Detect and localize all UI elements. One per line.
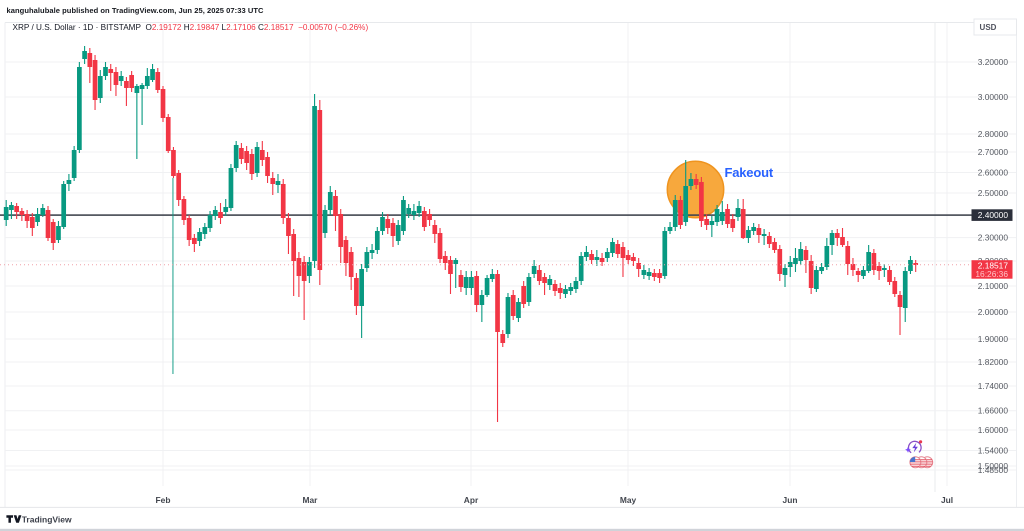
svg-text:TradingView: TradingView: [22, 515, 72, 525]
svg-text:2.18517: 2.18517: [978, 260, 1009, 270]
svg-text:3.20000: 3.20000: [978, 57, 1009, 67]
svg-text:2.80000: 2.80000: [978, 129, 1009, 139]
svg-text:Feb: Feb: [156, 495, 171, 505]
svg-text:1.54000: 1.54000: [978, 446, 1009, 456]
svg-text:2.70000: 2.70000: [978, 147, 1009, 157]
svg-text:Apr: Apr: [464, 495, 479, 505]
svg-text:2.50000: 2.50000: [978, 188, 1009, 198]
svg-text:3.00000: 3.00000: [978, 92, 1009, 102]
svg-text:2.40000: 2.40000: [978, 210, 1009, 220]
svg-text:1.60000: 1.60000: [978, 425, 1009, 435]
svg-text:May: May: [620, 495, 637, 505]
svg-text:2.60000: 2.60000: [978, 168, 1009, 178]
svg-text:1.82000: 1.82000: [978, 357, 1009, 367]
svg-text:1.50000: 1.50000: [978, 461, 1009, 471]
svg-text:Mar: Mar: [303, 495, 319, 505]
svg-text:1.90000: 1.90000: [978, 334, 1009, 344]
svg-text:2.10000: 2.10000: [978, 281, 1009, 291]
svg-text:1.48500: 1.48500: [978, 465, 1009, 475]
svg-text:USD: USD: [980, 23, 997, 32]
svg-text:2.30000: 2.30000: [978, 233, 1009, 243]
svg-text:16:26:36: 16:26:36: [975, 269, 1008, 279]
svg-text:kanguhalubale published on Tra: kanguhalubale published on TradingView.c…: [7, 6, 265, 15]
svg-text:XRP / U.S. Dollar · 1D · BITST: XRP / U.S. Dollar · 1D · BITSTAMP O2.191…: [13, 23, 369, 32]
svg-text:Fakeout: Fakeout: [725, 165, 774, 180]
svg-text:Jun: Jun: [783, 495, 798, 505]
svg-text:1.66000: 1.66000: [978, 406, 1009, 416]
svg-text:2.00000: 2.00000: [978, 307, 1009, 317]
svg-text:Jul: Jul: [941, 495, 953, 505]
svg-text:1.74000: 1.74000: [978, 381, 1009, 391]
